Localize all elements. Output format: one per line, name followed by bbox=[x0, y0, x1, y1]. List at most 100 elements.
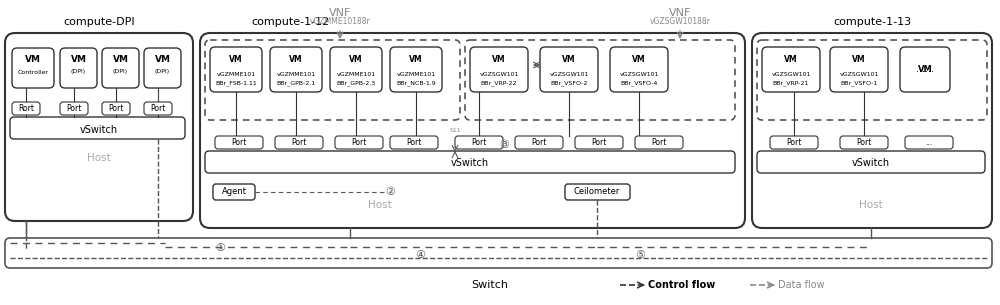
Text: Port: Port bbox=[108, 104, 124, 113]
Text: Host: Host bbox=[87, 153, 111, 163]
Text: VM: VM bbox=[112, 55, 128, 64]
Text: vGZSGW10188r: vGZSGW10188r bbox=[650, 17, 710, 26]
FancyBboxPatch shape bbox=[12, 48, 54, 88]
Text: VNF: VNF bbox=[669, 8, 691, 18]
Text: BBr_GPB-2.1: BBr_GPB-2.1 bbox=[276, 80, 316, 86]
Text: VM: VM bbox=[492, 55, 506, 64]
Text: vGZSGW101: vGZSGW101 bbox=[619, 71, 659, 77]
Text: Data flow: Data flow bbox=[778, 280, 825, 290]
Text: VM: VM bbox=[289, 55, 303, 64]
Text: VM: VM bbox=[25, 55, 41, 64]
Text: ①: ① bbox=[215, 243, 225, 253]
Text: VNF: VNF bbox=[329, 8, 351, 18]
FancyBboxPatch shape bbox=[390, 47, 442, 92]
Text: VM: VM bbox=[409, 55, 423, 64]
Text: Port: Port bbox=[291, 138, 307, 147]
Text: vSwitch: vSwitch bbox=[451, 158, 489, 168]
Text: vGZMME10188r: vGZMME10188r bbox=[310, 17, 370, 26]
Text: BBr_VSFO-2: BBr_VSFO-2 bbox=[550, 80, 588, 86]
FancyBboxPatch shape bbox=[144, 48, 181, 88]
Text: Port: Port bbox=[531, 138, 547, 147]
FancyBboxPatch shape bbox=[455, 136, 503, 149]
Text: Port: Port bbox=[651, 138, 667, 147]
Text: vGZMME101: vGZMME101 bbox=[396, 71, 436, 77]
FancyBboxPatch shape bbox=[515, 136, 563, 149]
FancyBboxPatch shape bbox=[12, 102, 40, 115]
Text: (DPI): (DPI) bbox=[71, 70, 86, 74]
Text: vGZMME101: vGZMME101 bbox=[336, 71, 376, 77]
Text: Agent: Agent bbox=[222, 188, 246, 196]
FancyBboxPatch shape bbox=[905, 136, 953, 149]
Text: BBr_NCB-1.9: BBr_NCB-1.9 bbox=[396, 80, 436, 86]
Text: BBr_GPB-2.3: BBr_GPB-2.3 bbox=[336, 80, 376, 86]
FancyBboxPatch shape bbox=[540, 47, 598, 92]
FancyBboxPatch shape bbox=[635, 136, 683, 149]
FancyBboxPatch shape bbox=[900, 47, 950, 92]
FancyBboxPatch shape bbox=[60, 102, 88, 115]
Text: compute-DPI: compute-DPI bbox=[63, 17, 135, 27]
FancyBboxPatch shape bbox=[752, 33, 992, 228]
Text: VM: VM bbox=[632, 55, 646, 64]
Text: Port: Port bbox=[351, 138, 367, 147]
FancyBboxPatch shape bbox=[213, 184, 255, 200]
Text: compute-1-13: compute-1-13 bbox=[833, 17, 911, 27]
FancyBboxPatch shape bbox=[335, 136, 383, 149]
FancyBboxPatch shape bbox=[102, 48, 139, 88]
FancyBboxPatch shape bbox=[102, 102, 130, 115]
Text: VM: VM bbox=[562, 55, 576, 64]
Text: ...: ... bbox=[925, 138, 933, 147]
FancyBboxPatch shape bbox=[770, 136, 818, 149]
Text: compute-1-12: compute-1-12 bbox=[251, 17, 329, 27]
Text: VM: VM bbox=[852, 55, 866, 64]
Text: VM: VM bbox=[349, 55, 363, 64]
Text: Control flow: Control flow bbox=[648, 280, 715, 290]
Text: VM: VM bbox=[229, 55, 243, 64]
Text: Port: Port bbox=[786, 138, 802, 147]
Text: vSwitch: vSwitch bbox=[80, 125, 118, 135]
Text: VM: VM bbox=[154, 55, 170, 64]
FancyBboxPatch shape bbox=[5, 33, 193, 221]
Text: Host: Host bbox=[859, 200, 883, 210]
Text: vGZMME101: vGZMME101 bbox=[276, 71, 316, 77]
Text: (DPI): (DPI) bbox=[155, 70, 170, 74]
Text: Port: Port bbox=[406, 138, 422, 147]
FancyBboxPatch shape bbox=[757, 151, 985, 173]
FancyBboxPatch shape bbox=[610, 47, 668, 92]
FancyBboxPatch shape bbox=[762, 47, 820, 92]
Text: Port: Port bbox=[856, 138, 872, 147]
Text: BBr_VSFO-4: BBr_VSFO-4 bbox=[620, 80, 658, 86]
FancyBboxPatch shape bbox=[390, 136, 438, 149]
Text: Port: Port bbox=[231, 138, 247, 147]
FancyBboxPatch shape bbox=[565, 184, 630, 200]
Text: vGZSGW101: vGZSGW101 bbox=[771, 71, 811, 77]
Text: vGZSGW101: vGZSGW101 bbox=[479, 71, 519, 77]
Text: ③: ③ bbox=[499, 140, 509, 150]
FancyBboxPatch shape bbox=[840, 136, 888, 149]
FancyBboxPatch shape bbox=[575, 136, 623, 149]
FancyBboxPatch shape bbox=[330, 47, 382, 92]
Text: Port: Port bbox=[591, 138, 607, 147]
Text: Port: Port bbox=[66, 104, 82, 113]
Text: Switch: Switch bbox=[472, 280, 509, 290]
FancyBboxPatch shape bbox=[270, 47, 322, 92]
Text: ②: ② bbox=[385, 187, 395, 197]
FancyBboxPatch shape bbox=[830, 47, 888, 92]
FancyBboxPatch shape bbox=[470, 47, 528, 92]
Text: ......: ...... bbox=[916, 64, 934, 74]
Text: vGZSGW101: vGZSGW101 bbox=[839, 71, 879, 77]
Text: Ceilometer: Ceilometer bbox=[574, 188, 620, 196]
Text: vGZSGW101: vGZSGW101 bbox=[549, 71, 589, 77]
Text: VM: VM bbox=[784, 55, 798, 64]
FancyBboxPatch shape bbox=[200, 33, 745, 228]
FancyBboxPatch shape bbox=[60, 48, 97, 88]
Text: BBr_FSB-1.11: BBr_FSB-1.11 bbox=[215, 80, 257, 86]
Text: Rort: Rort bbox=[18, 104, 34, 113]
Text: ④: ④ bbox=[415, 250, 425, 260]
FancyBboxPatch shape bbox=[215, 136, 263, 149]
Text: Controller: Controller bbox=[17, 70, 49, 74]
Text: S11: S11 bbox=[449, 128, 461, 133]
Text: VM: VM bbox=[70, 55, 87, 64]
Text: ⑤: ⑤ bbox=[635, 250, 645, 260]
FancyBboxPatch shape bbox=[5, 238, 992, 268]
FancyBboxPatch shape bbox=[275, 136, 323, 149]
